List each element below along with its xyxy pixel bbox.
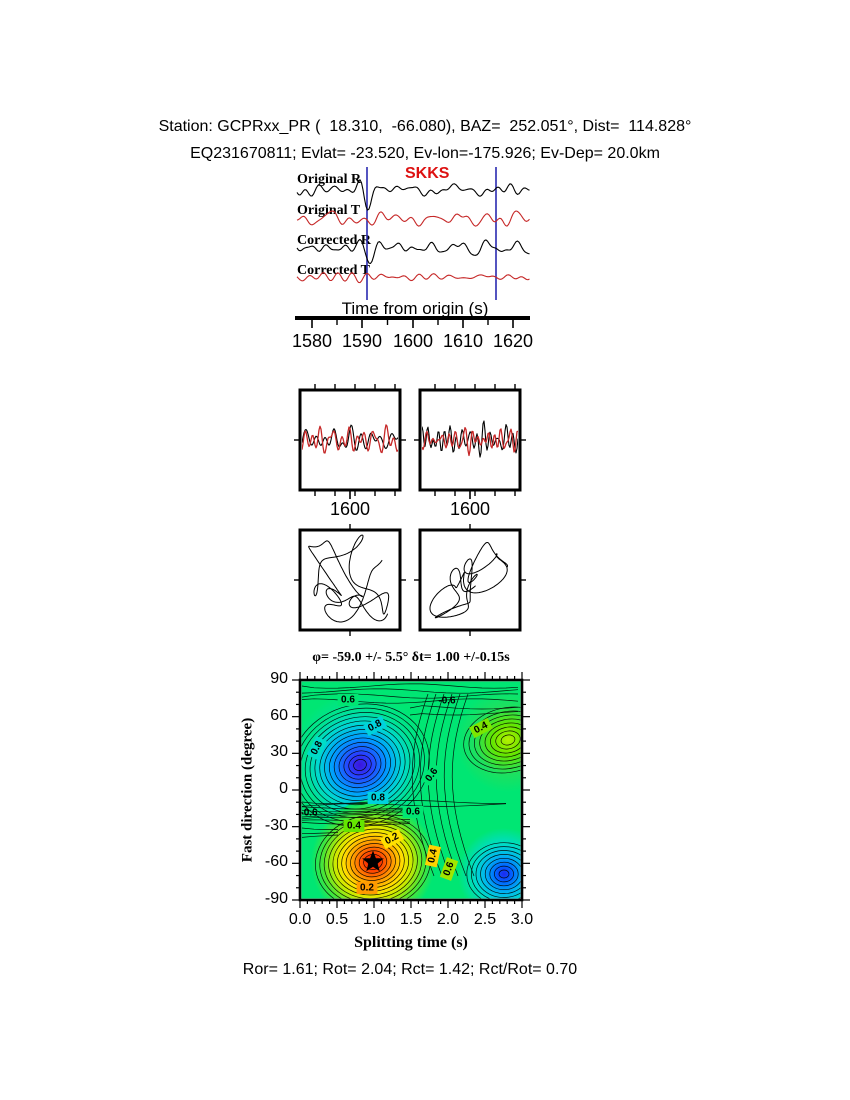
wave-window-box-1 <box>294 384 406 499</box>
contour-level-label: 0.4 <box>469 717 493 739</box>
contour-level-label: 0.6 <box>439 857 459 881</box>
svg-text:0.4: 0.4 <box>426 848 440 864</box>
time-axis <box>295 316 530 328</box>
contour-level-label: 0.2 <box>380 828 404 850</box>
contour-level-label: 0.6 <box>337 694 359 706</box>
time-axis-label: Time from origin (s) <box>341 299 489 318</box>
contour-x-tick-label: 0.5 <box>325 911 349 928</box>
contour-x-tick-label: 0.0 <box>288 911 312 928</box>
event-info-line: EQ231670811; Evlat= -23.520, Ev-lon=-175… <box>190 145 660 162</box>
svg-text:0.8: 0.8 <box>371 793 385 804</box>
wave-box-2-tick-label: 1600 <box>449 499 491 519</box>
trace-label-corrected-r: Corrected R <box>297 233 371 248</box>
svg-text:0.6: 0.6 <box>441 860 456 877</box>
svg-text:0.4: 0.4 <box>347 821 361 832</box>
svg-text:-0.6: -0.6 <box>438 696 456 707</box>
contour-x-tick-label: 2.0 <box>436 911 460 928</box>
time-tick-label: 1580 <box>291 331 333 351</box>
station-info-line: Station: GCPRxx_PR ( 18.310, -66.080), B… <box>158 118 692 135</box>
contour-x-axis-title: Splitting time (s) <box>354 934 468 951</box>
contour-y-tick-label: 0 <box>279 780 288 797</box>
splitting-contour-map: 0.6 -0.60.80.80.40.60.8-0.6 0.60.40.20.40.… <box>292 672 530 908</box>
svg-text:0.6: 0.6 <box>341 695 355 706</box>
result-ratios-line: Ror= 1.61; Rot= 2.04; Rct= 1.42; Rct/Rot… <box>242 961 578 978</box>
contour-y-tick-label: 30 <box>270 743 288 761</box>
wave-window-box-2 <box>414 384 526 499</box>
trace-label-original-t: Original T <box>297 203 361 218</box>
contour-title: φ= -59.0 +/- 5.5° δt= 1.00 +/-0.15s <box>312 650 510 665</box>
contour-y-tick-label: -60 <box>264 853 288 871</box>
wave-box-1-tick-label: 1600 <box>329 499 371 519</box>
contour-level-label: 0.4 <box>424 844 442 868</box>
contour-x-tick-label: 1.0 <box>362 911 386 928</box>
contour-level-label: -0.6 <box>438 696 456 707</box>
contour-level-label: 0.8 <box>367 792 389 804</box>
contour-level-label: 0.8 <box>306 736 328 760</box>
contour-level-label: 0.2 <box>356 882 378 894</box>
particle-motion-box-2 <box>414 524 526 636</box>
time-tick-label: 1620 <box>492 331 534 351</box>
contour-x-tick-label: 3.0 <box>510 911 534 928</box>
trace-label-original-r: Original R <box>297 172 362 187</box>
contour-y-tick-label: 90 <box>270 670 288 687</box>
svg-text:-0.6: -0.6 <box>300 808 318 819</box>
svg-text:0.2: 0.2 <box>360 883 374 894</box>
best-solution-star <box>362 850 384 872</box>
time-tick-label: 1590 <box>341 331 383 351</box>
svg-text:0.6: 0.6 <box>406 807 420 818</box>
contour-y-tick-label: 60 <box>270 706 288 724</box>
contour-y-tick-label: -30 <box>264 816 288 834</box>
waveform-plot <box>296 167 530 300</box>
time-tick-label: 1610 <box>442 331 484 351</box>
particle-motion-box-1 <box>294 524 406 636</box>
time-tick-label: 1600 <box>392 331 434 351</box>
phase-label-skks: SKKS <box>405 165 450 182</box>
trace-label-corrected-t: Corrected T <box>297 263 370 278</box>
contour-level-label: 0.6 <box>402 806 424 818</box>
contour-x-tick-label: 2.5 <box>473 911 497 928</box>
contour-y-tick-label: -90 <box>264 890 288 907</box>
contour-level-label: -0.6 <box>300 808 319 819</box>
contour-level-label: 0.4 <box>343 820 365 832</box>
contour-x-tick-label: 1.5 <box>399 911 423 928</box>
contour-level-label: 0.8 <box>363 715 387 737</box>
